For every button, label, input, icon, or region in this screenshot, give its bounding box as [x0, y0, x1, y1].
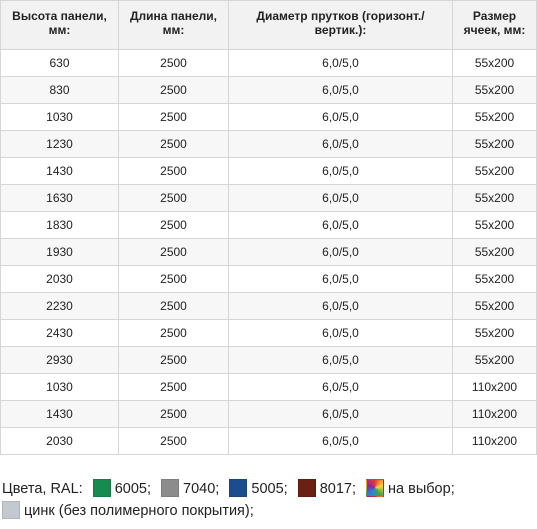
color-swatch — [92, 479, 111, 497]
cell-mesh-size: 55x200 — [452, 211, 537, 239]
table-row: 630 2500 6,0/5,0 55x200 — [0, 49, 537, 77]
table-row: 2930 2500 6,0/5,0 55x200 — [0, 346, 537, 374]
cell-rod-diameter: 6,0/5,0 — [228, 265, 453, 293]
cell-panel-length: 2500 — [118, 103, 229, 131]
table-row: 2230 2500 6,0/5,0 55x200 — [0, 292, 537, 320]
color-label: 6005; — [114, 481, 152, 497]
header-rod-diameter: Диаметр прутков (горизонт./ вертик.): — [228, 0, 453, 50]
cell-panel-length: 2500 — [118, 400, 229, 428]
cell-mesh-size: 110x200 — [452, 427, 537, 455]
header-panel-length: Длина панели, мм: — [118, 0, 229, 50]
cell-rod-diameter: 6,0/5,0 — [228, 76, 453, 104]
cell-rod-diameter: 6,0/5,0 — [228, 157, 453, 185]
cell-panel-height: 1030 — [0, 103, 119, 131]
cell-rod-diameter: 6,0/5,0 — [228, 427, 453, 455]
color-label: 5005; — [251, 481, 288, 497]
table-row: 1030 2500 6,0/5,0 110x200 — [0, 373, 537, 401]
cell-panel-height: 2230 — [0, 292, 119, 320]
cell-rod-diameter: 6,0/5,0 — [228, 400, 453, 428]
cell-rod-diameter: 6,0/5,0 — [228, 292, 453, 320]
cell-mesh-size: 55x200 — [452, 76, 537, 104]
table-row: 2430 2500 6,0/5,0 55x200 — [0, 319, 537, 347]
cell-rod-diameter: 6,0/5,0 — [228, 319, 453, 347]
cell-panel-height: 1430 — [0, 157, 119, 185]
cell-rod-diameter: 6,0/5,0 — [228, 373, 453, 401]
color-label: 8017; — [319, 481, 356, 497]
cell-panel-length: 2500 — [118, 130, 229, 158]
cell-panel-height: 630 — [0, 49, 119, 77]
cell-mesh-size: 55x200 — [452, 346, 537, 374]
cell-rod-diameter: 6,0/5,0 — [228, 103, 453, 131]
cell-mesh-size: 110x200 — [452, 400, 537, 428]
cell-mesh-size: 55x200 — [452, 319, 537, 347]
color-swatch — [366, 479, 385, 497]
cell-panel-height: 1430 — [0, 400, 119, 428]
cell-panel-length: 2500 — [118, 346, 229, 374]
cell-rod-diameter: 6,0/5,0 — [228, 211, 453, 239]
cell-panel-height: 830 — [0, 76, 119, 104]
color-swatch — [297, 479, 316, 497]
cell-rod-diameter: 6,0/5,0 — [228, 130, 453, 158]
cell-panel-height: 2430 — [0, 319, 119, 347]
cell-panel-height: 1630 — [0, 184, 119, 212]
cell-panel-length: 2500 — [118, 49, 229, 77]
table-row: 830 2500 6,0/5,0 55x200 — [0, 76, 537, 104]
color-swatch — [229, 479, 248, 497]
cell-rod-diameter: 6,0/5,0 — [228, 238, 453, 266]
table-row: 1030 2500 6,0/5,0 55x200 — [0, 103, 537, 131]
cell-panel-height: 2030 — [0, 265, 119, 293]
table-row: 1230 2500 6,0/5,0 55x200 — [0, 130, 537, 158]
table-row: 2030 2500 6,0/5,0 55x200 — [0, 265, 537, 293]
cell-panel-length: 2500 — [118, 76, 229, 104]
specs-table: Высота панели, мм: Длина панели, мм: Диа… — [0, 0, 537, 455]
cell-panel-length: 2500 — [118, 265, 229, 293]
table-row: 1930 2500 6,0/5,0 55x200 — [0, 238, 537, 266]
cell-mesh-size: 55x200 — [452, 49, 537, 77]
ral-colors: Цвета, RAL: 6005; 7040; 5005; 8017; на в… — [2, 478, 536, 522]
cell-mesh-size: 55x200 — [452, 157, 537, 185]
cell-panel-length: 2500 — [118, 319, 229, 347]
color-label: на выбор; — [388, 481, 455, 497]
cell-panel-height: 1830 — [0, 211, 119, 239]
cell-rod-diameter: 6,0/5,0 — [228, 184, 453, 212]
colors-label: Цвета, RAL: — [2, 481, 83, 497]
color-swatch — [161, 479, 180, 497]
cell-panel-length: 2500 — [118, 373, 229, 401]
cell-panel-height: 1230 — [0, 130, 119, 158]
color-label: цинк (без полимерного покрытия); — [24, 503, 254, 519]
table-header-row: Высота панели, мм: Длина панели, мм: Диа… — [0, 0, 537, 50]
cell-panel-length: 2500 — [118, 238, 229, 266]
cell-panel-length: 2500 — [118, 211, 229, 239]
cell-panel-height: 1030 — [0, 373, 119, 401]
color-swatch — [2, 501, 20, 519]
cell-panel-length: 2500 — [118, 184, 229, 212]
header-cell-size: Размер ячеек, мм: — [452, 0, 537, 50]
cell-panel-height: 2930 — [0, 346, 119, 374]
color-label: 7040; — [183, 481, 220, 497]
cell-panel-length: 2500 — [118, 292, 229, 320]
cell-panel-height: 1930 — [0, 238, 119, 266]
cell-rod-diameter: 6,0/5,0 — [228, 346, 453, 374]
cell-mesh-size: 55x200 — [452, 238, 537, 266]
table-row: 1430 2500 6,0/5,0 110x200 — [0, 400, 537, 428]
cell-panel-height: 2030 — [0, 427, 119, 455]
table-row: 1830 2500 6,0/5,0 55x200 — [0, 211, 537, 239]
cell-panel-length: 2500 — [118, 157, 229, 185]
cell-mesh-size: 55x200 — [452, 265, 537, 293]
table-row: 1430 2500 6,0/5,0 55x200 — [0, 157, 537, 185]
cell-rod-diameter: 6,0/5,0 — [228, 49, 453, 77]
cell-mesh-size: 55x200 — [452, 184, 537, 212]
table-row: 1630 2500 6,0/5,0 55x200 — [0, 184, 537, 212]
header-panel-height: Высота панели, мм: — [0, 0, 119, 50]
cell-mesh-size: 110x200 — [452, 373, 537, 401]
cell-mesh-size: 55x200 — [452, 130, 537, 158]
table-row: 2030 2500 6,0/5,0 110x200 — [0, 427, 537, 455]
cell-panel-length: 2500 — [118, 427, 229, 455]
cell-mesh-size: 55x200 — [452, 292, 537, 320]
cell-mesh-size: 55x200 — [452, 103, 537, 131]
